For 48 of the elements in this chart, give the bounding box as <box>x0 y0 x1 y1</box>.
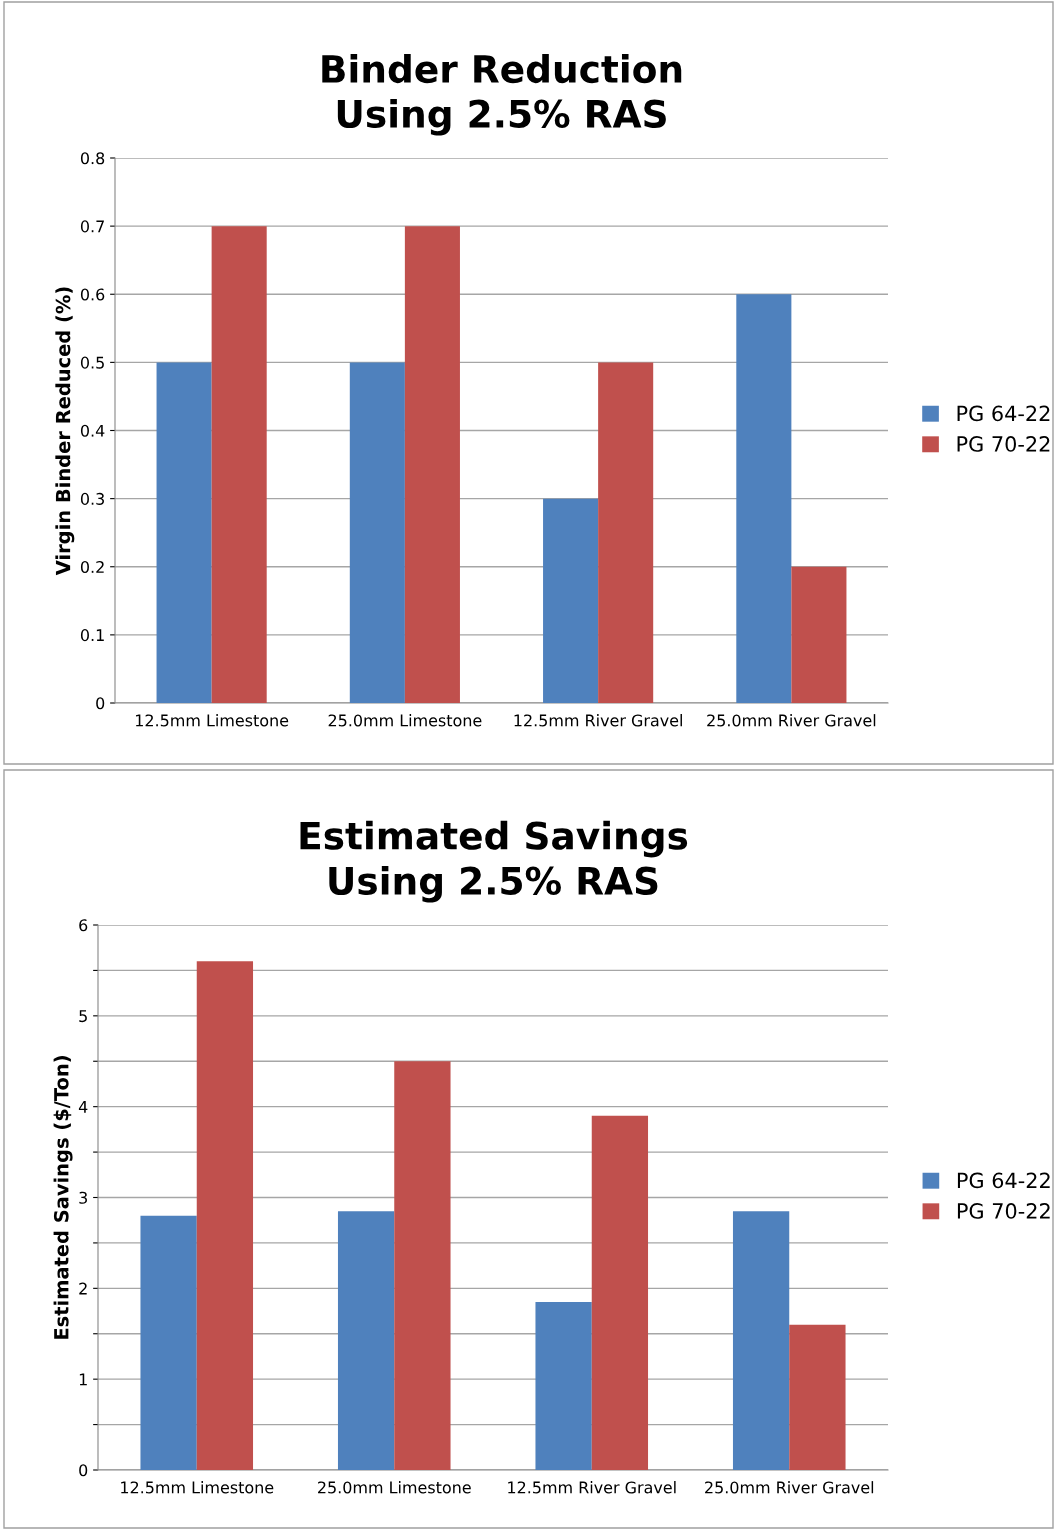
bar <box>736 294 792 703</box>
y-axis-title: Estimated Savings ($/Ton) <box>53 1056 73 1339</box>
y-tick-label: 0.5 <box>80 356 104 369</box>
bar <box>394 1061 451 1470</box>
legend-label: PG 70-22 <box>957 1203 1050 1219</box>
x-tick-label: 12.5mm River Gravel <box>514 714 682 727</box>
x-tick-label: 25.0mm Limestone <box>318 1481 471 1494</box>
bar <box>591 1115 649 1470</box>
bar <box>349 362 405 703</box>
y-tick-label: 0.1 <box>80 629 104 642</box>
y-tick-label: 0.4 <box>80 424 105 437</box>
bar <box>598 362 654 703</box>
bar <box>196 961 254 1470</box>
y-tick-label: 6 <box>79 919 88 932</box>
bar <box>156 362 212 703</box>
x-tick-label: 25.0mm River Gravel <box>705 1481 874 1494</box>
y-tick-label: 0.2 <box>80 560 104 574</box>
legend-label: PG 64-22 <box>957 1172 1050 1189</box>
bar <box>337 1211 395 1470</box>
y-tick-label: 0.7 <box>80 220 104 233</box>
y-axis-title: Virgin Binder Reduced (%) <box>55 287 75 576</box>
y-tick-label: 5 <box>79 1010 87 1023</box>
bar <box>543 498 599 703</box>
chart-title: Binder Reduction Using 2.5% RAS <box>322 54 682 136</box>
y-tick-label: 0.6 <box>80 288 105 301</box>
bar <box>535 1301 592 1470</box>
x-tick-label: 25.0mm River Gravel <box>707 714 876 727</box>
x-tick-label: 12.5mm Limestone <box>135 714 289 727</box>
x-tick-label: 12.5mm Limestone <box>121 1481 274 1494</box>
y-tick-label: 4 <box>78 1101 88 1113</box>
chart-title: Estimated Savings Using 2.5% RAS <box>300 820 688 903</box>
y-tick-label: 3 <box>79 1191 87 1204</box>
y-tick-label: 0 <box>79 1464 88 1477</box>
bar <box>140 1215 197 1470</box>
y-tick-label: 2 <box>79 1282 87 1295</box>
bar <box>732 1211 790 1470</box>
legend-label: PG 70-22 <box>957 436 1050 452</box>
bar <box>791 566 847 703</box>
y-tick-label: 0 <box>96 697 105 710</box>
x-tick-label: 25.0mm Limestone <box>328 714 482 727</box>
y-tick-label: 0.3 <box>80 492 104 505</box>
legend-label: PG 64-22 <box>957 405 1050 422</box>
bar <box>789 1324 846 1470</box>
y-tick-label: 1 <box>79 1373 87 1386</box>
y-tick-label: 0.8 <box>80 152 105 165</box>
bar <box>404 226 460 703</box>
x-tick-label: 12.5mm River Gravel <box>508 1481 676 1494</box>
bar <box>211 226 267 703</box>
